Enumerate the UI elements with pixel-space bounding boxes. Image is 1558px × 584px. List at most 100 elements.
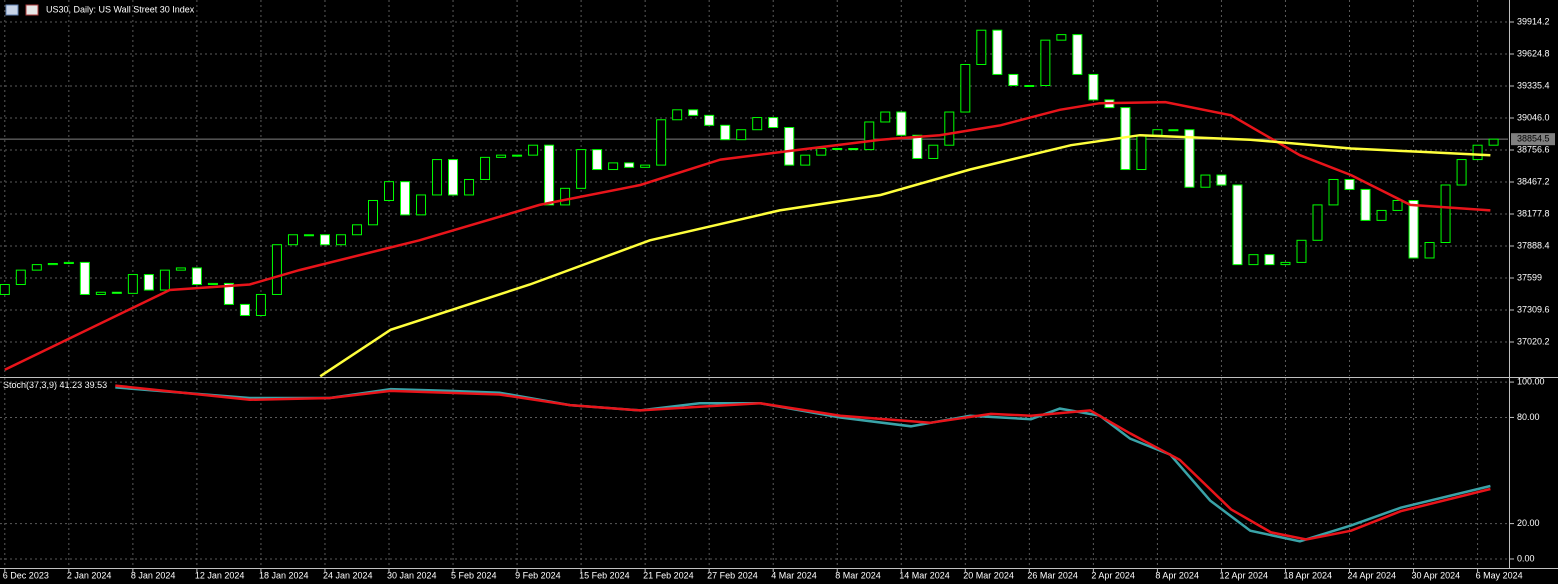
candle-body [512, 154, 523, 157]
candle-body [800, 154, 811, 166]
candle-body [1136, 134, 1147, 171]
candle-body [976, 29, 987, 65]
current-price-label: 38854.5 [1517, 134, 1550, 144]
x-tick-label: 18 Apr 2024 [1283, 570, 1332, 580]
x-tick-label: 12 Jan 2024 [195, 570, 245, 580]
moving-average [319, 133, 1491, 378]
candle-body [400, 181, 411, 216]
x-tick-label: 8 Apr 2024 [1155, 570, 1199, 580]
candle-body [960, 63, 971, 113]
candle-body [896, 111, 907, 136]
y-tick-label: 38467.2 [1517, 176, 1550, 186]
candle-body [784, 127, 795, 166]
y-tick-label: 20.00 [1517, 518, 1540, 528]
candle-body [207, 282, 218, 286]
candle-body [640, 164, 651, 168]
candle-body [592, 149, 603, 171]
candle-body [928, 144, 939, 159]
chart-title: US30, Daily: US Wall Street 30 Index [46, 4, 195, 14]
candle-body [864, 121, 875, 151]
candle-body [31, 264, 42, 271]
y-tick-label: 38756.6 [1517, 144, 1550, 154]
candle-body [111, 291, 122, 294]
candle-body [1232, 184, 1243, 266]
candle-body [127, 274, 138, 294]
candle-body [239, 303, 250, 316]
x-tick-label: 18 Jan 2024 [259, 570, 309, 580]
candle-body [15, 269, 26, 286]
current-price-box [1511, 133, 1555, 146]
x-tick-label: 24 Jan 2024 [323, 570, 373, 580]
candle-body [768, 117, 779, 129]
icon[interactable] [25, 4, 39, 16]
candle-body [544, 144, 555, 206]
candle-body [303, 234, 314, 237]
candle-body [1056, 34, 1067, 41]
x-tick-label: 21 Feb 2024 [643, 570, 694, 580]
candle-body [1472, 144, 1483, 161]
candle-body [1168, 129, 1179, 132]
candle-body [736, 129, 747, 141]
y-tick-label: 37309.6 [1517, 304, 1550, 314]
candle-body [1264, 254, 1275, 266]
candle-body [335, 234, 346, 246]
candle-body [1408, 199, 1419, 259]
candle-body [1424, 241, 1435, 259]
x-tick-label: 2 Apr 2024 [1091, 570, 1135, 580]
candle-body [271, 244, 282, 295]
candle-body [576, 149, 587, 189]
indicator-value: 41.23 [60, 380, 83, 390]
candle-body [752, 117, 763, 131]
candle-body [1248, 254, 1259, 266]
x-tick-label: 9 Feb 2024 [515, 570, 561, 580]
candle-body [159, 269, 170, 291]
x-tick-label: 15 Feb 2024 [579, 570, 630, 580]
candle-body [1440, 184, 1451, 243]
candle-body [992, 29, 1003, 75]
candle-body [1024, 84, 1035, 87]
candle-body [143, 274, 154, 291]
candle-body [1216, 174, 1227, 186]
y-tick-label: 39914.2 [1517, 16, 1550, 26]
candle-body [287, 234, 298, 246]
panel: 39914.2 39624.8 39335.4 39046.0 38756.6 38467… [0, 16, 1550, 346]
candle-body [1392, 199, 1403, 211]
candle-body [1040, 39, 1051, 86]
indicator-name: Stoch(37,3,9) [3, 380, 57, 390]
candle-body [944, 111, 955, 146]
moving-average [4, 100, 1491, 371]
toolbar-icons [5, 4, 39, 16]
candle-body [1184, 129, 1195, 188]
indicator-value: 39.53 [85, 380, 108, 390]
stochastic-line [115, 384, 1491, 541]
x-tick-label: 12 Apr 2024 [1219, 570, 1268, 580]
x-tick-label: 30 Apr 2024 [1412, 570, 1461, 580]
candle-body [848, 148, 859, 151]
candle-body [223, 282, 234, 305]
candle-body [816, 148, 827, 156]
candle-body [351, 224, 362, 236]
x-tick-label: 5 Feb 2024 [451, 570, 497, 580]
candle-body [1008, 73, 1019, 86]
candle-body [912, 134, 923, 159]
y-tick-label: 38177.8 [1517, 208, 1550, 218]
y-tick-label: 39335.4 [1517, 80, 1550, 90]
x-tick-label: 26 Mar 2024 [1027, 570, 1078, 580]
y-tick-label: 0.00 [1517, 553, 1535, 563]
candle-body [448, 159, 459, 196]
y-tick-label: 37020.2 [1517, 336, 1550, 346]
candle-body [1360, 188, 1371, 221]
x-tick-label: 6 Dec 2023 [3, 570, 49, 580]
candle-body [528, 144, 539, 156]
indicator-title: Stoch(37,3,9) 41.23 39.53 [3, 380, 107, 390]
candle-body [1456, 159, 1467, 186]
candle-body [95, 291, 106, 295]
icon[interactable] [5, 4, 19, 16]
candle-body [608, 162, 619, 171]
candle-body [79, 261, 90, 295]
candle-body [832, 148, 843, 151]
x-tick-label: 27 Feb 2024 [707, 570, 758, 580]
candle-body [1200, 174, 1211, 188]
candle-body [1328, 178, 1339, 206]
candle-body [1088, 73, 1099, 101]
